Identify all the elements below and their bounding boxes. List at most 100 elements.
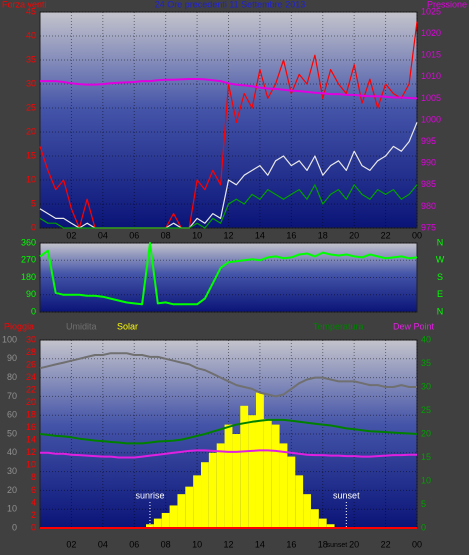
panel: 0102030405060708090100051015202530354002… — [2, 321, 435, 549]
y2-tick-label: 1000 — [421, 114, 441, 124]
y-tick-label: 50 — [7, 428, 17, 438]
y2-tick-label: E — [437, 289, 443, 299]
solar-bar — [169, 505, 178, 528]
y2-tick-label: 40 — [421, 334, 431, 344]
x-tick-label: 08 — [161, 230, 171, 240]
solar-bar — [310, 509, 319, 528]
y3-tick-label: 14 — [26, 435, 36, 445]
solar-bar — [318, 518, 327, 528]
y-tick-label: 5 — [31, 198, 36, 208]
solar-bar — [201, 462, 209, 528]
y-tick-label: 30 — [26, 78, 36, 88]
x-tick-label: 04 — [98, 230, 108, 240]
y3-tick-label: 18 — [26, 410, 36, 420]
solar-bar — [295, 475, 304, 528]
y2-tick-label: 1005 — [421, 93, 441, 103]
x-tick-label: 20 — [349, 539, 359, 549]
series-line — [40, 449, 417, 459]
y-tick-label: 90 — [7, 353, 17, 363]
plot-area — [39, 242, 418, 313]
y-tick-label: 0 — [31, 222, 36, 232]
y3-tick-label: 12 — [26, 447, 36, 457]
legend-entry: Solar — [117, 321, 138, 331]
y3-tick-label: 10 — [26, 460, 36, 470]
x-tick-label: 00 — [412, 230, 422, 240]
solar-bar — [255, 392, 264, 528]
legend-entry: Temperatura — [313, 321, 364, 331]
x-tick-label: 00 — [412, 539, 422, 549]
legend-entry: Pioggia — [4, 321, 34, 331]
x-tick-label: 16 — [286, 539, 296, 549]
chart-title: 24 Ore precedenti 11 Settembre 2013 — [155, 0, 305, 9]
x-tick-label: 18 — [318, 539, 328, 549]
legend-entry: Dew Point — [393, 321, 435, 331]
y-axis-title: Forza venti — [2, 0, 47, 9]
y3-tick-label: 16 — [26, 422, 36, 432]
y2-tick-label: 1015 — [421, 50, 441, 60]
solar-bar — [193, 475, 202, 528]
y-tick-label: 0 — [31, 306, 36, 316]
series-line — [39, 184, 418, 229]
solar-bar — [240, 405, 249, 528]
x-tick-label: 06 — [129, 539, 139, 549]
series-line — [39, 352, 417, 398]
y3-tick-label: 0 — [31, 522, 36, 532]
y-tick-label: 25 — [26, 102, 36, 112]
solar-bar — [287, 456, 296, 528]
y2-tick-label: 25 — [421, 405, 431, 415]
solar-bar — [303, 494, 311, 528]
y-tick-label: 90 — [26, 289, 36, 299]
x-tick-label: 04 — [98, 539, 108, 549]
x-tick-label: 06 — [129, 230, 139, 240]
y-tick-label: 20 — [26, 126, 36, 136]
y3-tick-label: 30 — [26, 334, 36, 344]
solar-bar — [224, 424, 233, 528]
y2-tick-label: 1025 — [421, 6, 441, 16]
x-tick-label: 10 — [192, 539, 202, 549]
panel: 0510152025303540459759809859909951000100… — [2, 0, 467, 240]
y3-tick-label: 22 — [26, 385, 36, 395]
solar-bar — [326, 524, 335, 528]
series-line — [39, 418, 418, 445]
y2-tick-label: 10 — [421, 475, 431, 485]
y2-tick-label: 995 — [421, 136, 436, 146]
y-tick-label: 40 — [7, 447, 17, 457]
annotation: sunset — [333, 490, 360, 500]
y3-tick-label: 28 — [26, 347, 36, 357]
y2-tick-label: N — [437, 237, 444, 247]
y3-tick-label: 24 — [26, 372, 36, 382]
y-tick-label: 0 — [12, 522, 17, 532]
y-tick-label: 40 — [26, 30, 36, 40]
x-tick-label: 20 — [349, 230, 359, 240]
y2-tick-label: 990 — [421, 158, 436, 168]
y-tick-label: 70 — [7, 391, 17, 401]
plot-area — [39, 11, 418, 229]
y2-tick-label: 975 — [421, 222, 436, 232]
x-tick-label: 08 — [161, 539, 171, 549]
y2-tick-label: 1020 — [421, 28, 441, 38]
y-tick-label: 60 — [7, 410, 17, 420]
y3-tick-label: 20 — [26, 397, 36, 407]
solar-bar — [232, 434, 241, 528]
y-tick-label: 30 — [7, 466, 17, 476]
y2-tick-label: W — [436, 255, 445, 265]
y2-axis-title: Pressione — [427, 0, 467, 9]
y2-tick-label: 5 — [421, 499, 426, 509]
solar-bar — [161, 512, 170, 528]
x-tick-label: 22 — [381, 539, 391, 549]
x-tick-label: 10 — [192, 230, 202, 240]
solar-bar — [185, 486, 194, 528]
x-tick-label: 12 — [223, 539, 233, 549]
y2-tick-label: 15 — [421, 452, 431, 462]
annotation: sunrise — [135, 490, 164, 500]
solar-bar — [216, 443, 225, 528]
y-tick-label: 80 — [7, 372, 17, 382]
y2-tick-label: 30 — [421, 381, 431, 391]
x-tick-label: 12 — [223, 230, 233, 240]
axis-annotation: sunset — [327, 542, 348, 549]
solar-bar — [153, 518, 162, 528]
y-tick-label: 20 — [7, 485, 17, 495]
solar-bar — [208, 452, 217, 528]
x-tick-label: 16 — [286, 230, 296, 240]
